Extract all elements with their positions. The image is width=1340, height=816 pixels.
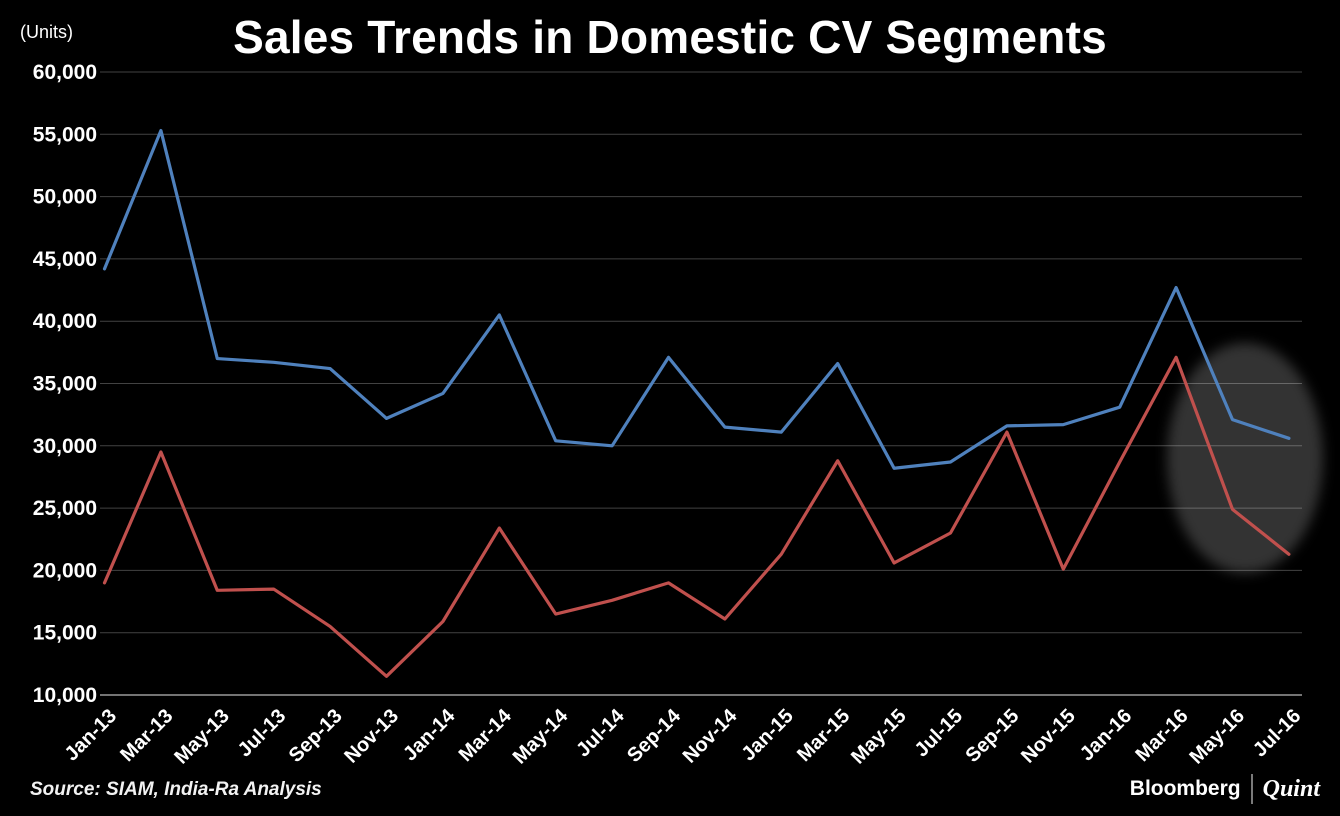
y-tick-label: 45,000 — [33, 248, 97, 271]
quint-logo: Quint — [1262, 775, 1320, 802]
units-label: (Units) — [20, 22, 73, 42]
x-tick-label: Jul-16 — [1249, 705, 1305, 761]
x-tick-label: Nov-14 — [679, 704, 742, 767]
x-tick-label: Jul-15 — [911, 705, 967, 761]
y-tick-label: 25,000 — [33, 497, 97, 520]
y-tick-label: 40,000 — [33, 310, 97, 333]
publisher-logo: Bloomberg Quint — [1130, 774, 1320, 804]
x-tick-label: May-16 — [1186, 705, 1250, 769]
page-title: Sales Trends in Domestic CV Segments — [233, 11, 1107, 63]
x-tick-label: May-14 — [509, 704, 573, 768]
series-line-red — [102, 355, 1291, 678]
x-tick-label: Jul-14 — [572, 704, 629, 761]
x-tick-label: Sep-13 — [285, 705, 347, 767]
source-text: Source: SIAM, India-Ra Analysis — [30, 779, 322, 800]
x-tick-label: Mar-16 — [1131, 705, 1192, 766]
x-tick-label: May-15 — [847, 705, 911, 769]
x-tick-label: Mar-13 — [116, 705, 177, 766]
y-tick-label: 55,000 — [33, 123, 97, 146]
x-tick-label: Mar-14 — [455, 704, 517, 766]
y-tick-label: 20,000 — [33, 559, 97, 582]
y-tick-label: 60,000 — [33, 61, 97, 84]
x-tick-label: Jul-13 — [234, 705, 290, 761]
x-tick-label: Jan-16 — [1076, 705, 1136, 765]
y-tick-label: 15,000 — [33, 622, 97, 645]
x-tick-label: Nov-13 — [340, 705, 403, 768]
y-tick-label: 10,000 — [33, 684, 97, 707]
x-tick-label: Jan-15 — [737, 705, 797, 765]
x-tick-label: Jan-14 — [399, 704, 460, 765]
y-tick-label: 35,000 — [33, 373, 97, 396]
x-tick-label: Mar-15 — [793, 705, 854, 766]
logo-divider — [1250, 774, 1253, 804]
x-tick-label: Sep-14 — [623, 704, 686, 767]
x-tick-label: Nov-15 — [1017, 705, 1080, 768]
x-tick-label: May-13 — [170, 705, 234, 769]
series-line-blue — [102, 128, 1291, 470]
bloomberg-logo: Bloomberg — [1129, 777, 1241, 800]
y-tick-label: 50,000 — [33, 186, 97, 209]
x-tick-label: Jan-13 — [61, 705, 121, 765]
x-tick-label: Sep-15 — [961, 705, 1023, 767]
highlight-ellipse — [1167, 343, 1323, 573]
y-tick-label: 30,000 — [33, 435, 97, 458]
